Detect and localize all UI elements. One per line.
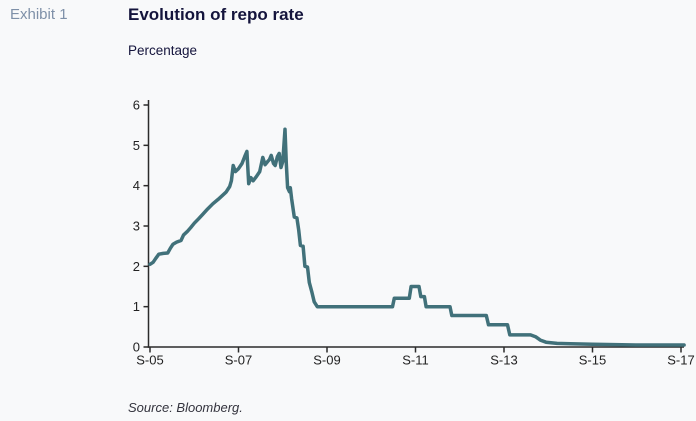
y-tick-label: 3 [133,219,140,234]
x-tick-label: S-17 [667,353,694,368]
y-tick-label: 5 [133,138,140,153]
exhibit-label: Exhibit 1 [10,6,68,23]
x-tick-label: S-15 [579,353,606,368]
x-tick-label: S-11 [402,353,429,368]
x-tick-label: S-13 [490,353,517,368]
y-tick-label: 2 [133,259,140,274]
y-tick-label: 0 [133,340,140,355]
y-axis-unit-label: Percentage [128,43,198,58]
x-tick-label: S-07 [225,353,252,368]
y-tick-label: 1 [133,299,140,314]
x-tick-label: S-05 [136,353,163,368]
y-tick-label: 4 [133,178,140,193]
source-note: Source: Bloomberg. [128,400,243,415]
series-repo-rate-line [148,127,686,347]
y-tick-label: 6 [133,98,140,113]
x-tick-label: S-09 [313,353,340,368]
chart-title: Evolution of repo rate [128,5,304,24]
